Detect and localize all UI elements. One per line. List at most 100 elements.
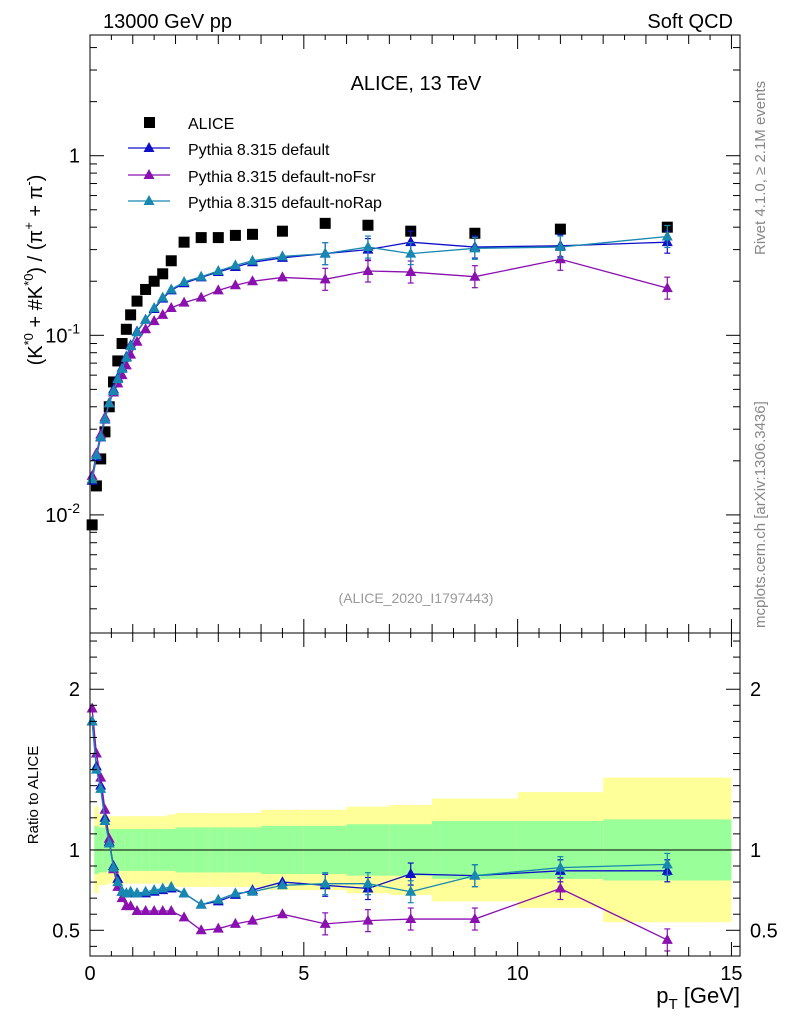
main-point-noRap bbox=[276, 250, 288, 261]
legend-marker-alice bbox=[144, 117, 155, 128]
ratio-point-noRap bbox=[103, 837, 115, 848]
legend-label-alice: ALICE bbox=[188, 116, 234, 133]
main-point-noRap bbox=[120, 351, 132, 362]
ratio-point-noFsr bbox=[178, 911, 190, 922]
ratio-point-noRap bbox=[140, 885, 152, 896]
data-point-alice bbox=[90, 480, 102, 492]
ratio-point-noFsr bbox=[140, 905, 152, 916]
data-point-alice bbox=[229, 229, 241, 241]
data-point-alice bbox=[116, 338, 128, 350]
main-point-noFsr bbox=[405, 266, 417, 277]
legend-marker-nofsr bbox=[143, 169, 155, 179]
ratio-point-noFsr bbox=[469, 913, 481, 924]
legend-marker-norap bbox=[143, 195, 155, 205]
ratio-y-tick-label-left: 1 bbox=[69, 840, 80, 862]
ratio-point-noFsr bbox=[195, 924, 207, 935]
ratio-point-noFsr bbox=[131, 905, 143, 916]
data-point-alice bbox=[157, 268, 169, 280]
main-title: ALICE, 13 TeV bbox=[351, 73, 482, 95]
data-point-alice bbox=[362, 219, 374, 231]
ratio-point-noRap bbox=[405, 885, 417, 896]
main-point-noRap bbox=[157, 291, 169, 302]
main-point-noFsr bbox=[165, 301, 177, 312]
main-point-noFsr bbox=[195, 291, 207, 302]
ratio-point-noRap bbox=[661, 858, 673, 869]
ratio-point-noRap bbox=[157, 882, 169, 893]
ratio-point-noRap bbox=[95, 782, 107, 793]
main-point-noFsr bbox=[469, 270, 481, 281]
legend-label-norap: Pythia 8.315 default-noRap bbox=[188, 195, 382, 212]
ratio-point-noRap bbox=[212, 893, 224, 904]
ratio-point-noFsr bbox=[157, 905, 169, 916]
ratio-point-noRap bbox=[195, 898, 207, 909]
data-point-alice bbox=[86, 519, 98, 531]
main-point-noRap bbox=[125, 340, 137, 351]
ratio-point-noRap bbox=[112, 876, 124, 887]
ratio-point-noFsr bbox=[165, 905, 177, 916]
data-point-alice bbox=[120, 323, 132, 335]
data-point-alice bbox=[178, 236, 190, 248]
main-point-noRap bbox=[212, 265, 224, 276]
main-point-noFsr bbox=[276, 271, 288, 282]
main-point-noFsr bbox=[140, 323, 152, 334]
ratio-point-noRap bbox=[247, 885, 258, 896]
main-y-tick-label: 10-2 bbox=[45, 500, 80, 527]
main-point-noFsr bbox=[178, 296, 190, 307]
data-point-alice bbox=[469, 227, 481, 239]
ratio-point-default bbox=[405, 868, 417, 879]
ratio-point-noRap bbox=[108, 861, 120, 872]
main-y-tick-label: 10-1 bbox=[45, 320, 80, 347]
main-point-noRap bbox=[99, 412, 111, 423]
x-axis-label: pT [GeV] bbox=[656, 983, 740, 1013]
ratio-point-noRap bbox=[99, 815, 111, 826]
ratio-y-tick-label-left: 0.5 bbox=[52, 920, 80, 942]
main-point-noFsr bbox=[148, 315, 160, 326]
main-point-default bbox=[405, 236, 417, 247]
ratio-point-noRap bbox=[554, 861, 566, 872]
main-point-noFsr bbox=[319, 273, 331, 284]
main-y-tick-label: 1 bbox=[69, 146, 80, 168]
data-point-alice bbox=[131, 295, 143, 307]
header-right: Soft QCD bbox=[647, 11, 733, 33]
ratio-point-noFsr bbox=[319, 917, 331, 928]
rivet-label: Rivet 4.1.0, ≥ 2.1M events bbox=[752, 81, 769, 255]
ratio-panel: 0.5 0.5 1 1 2 2 0 5 10 15 bbox=[52, 632, 778, 985]
main-point-noRap bbox=[554, 241, 566, 252]
ratio-point-noRap bbox=[131, 887, 143, 898]
main-point-noRap bbox=[165, 283, 177, 294]
main-line-default bbox=[91, 241, 668, 481]
ratio-point-noRap bbox=[165, 880, 177, 891]
x-tick-label: 5 bbox=[298, 963, 309, 985]
ratio-point-noFsr bbox=[125, 900, 137, 911]
main-point-noRap bbox=[319, 247, 331, 258]
x-tick-label: 10 bbox=[507, 963, 529, 985]
ratio-point-noFsr bbox=[90, 747, 102, 758]
ratio-point-noRap bbox=[178, 887, 190, 898]
mcplots-label: mcplots.cern.ch [arXiv:1306.3436] bbox=[752, 401, 769, 628]
data-point-alice bbox=[554, 223, 566, 235]
data-point-alice bbox=[276, 225, 288, 237]
ratio-point-noRap bbox=[229, 887, 241, 898]
ratio-point-noFsr bbox=[554, 882, 566, 893]
legend-marker-default bbox=[143, 142, 155, 152]
main-point-noRap bbox=[148, 301, 160, 312]
ratio-frame bbox=[89, 632, 741, 957]
main-point-noRap bbox=[103, 397, 115, 408]
data-point-alice bbox=[165, 255, 177, 267]
main-point-noRap bbox=[178, 276, 190, 287]
ratio-y-tick-label-right: 1 bbox=[750, 840, 761, 862]
ratio-point-noFsr bbox=[276, 908, 288, 919]
data-point-alice bbox=[140, 283, 152, 295]
main-point-noRap bbox=[112, 373, 124, 384]
main-point-noRap bbox=[247, 254, 258, 265]
legend: ALICE Pythia 8.315 default Pythia 8.315 … bbox=[128, 116, 382, 212]
main-point-noRap bbox=[131, 326, 143, 337]
main-point-noFsr bbox=[131, 335, 143, 346]
main-point-noRap bbox=[86, 473, 98, 484]
ratio-point-noRap bbox=[319, 877, 331, 888]
ratio-point-noFsr bbox=[362, 914, 374, 925]
main-point-noRap bbox=[116, 362, 128, 373]
ratio-point-noFsr bbox=[212, 922, 224, 933]
data-point-alice bbox=[319, 217, 331, 229]
main-point-noRap bbox=[108, 384, 120, 395]
